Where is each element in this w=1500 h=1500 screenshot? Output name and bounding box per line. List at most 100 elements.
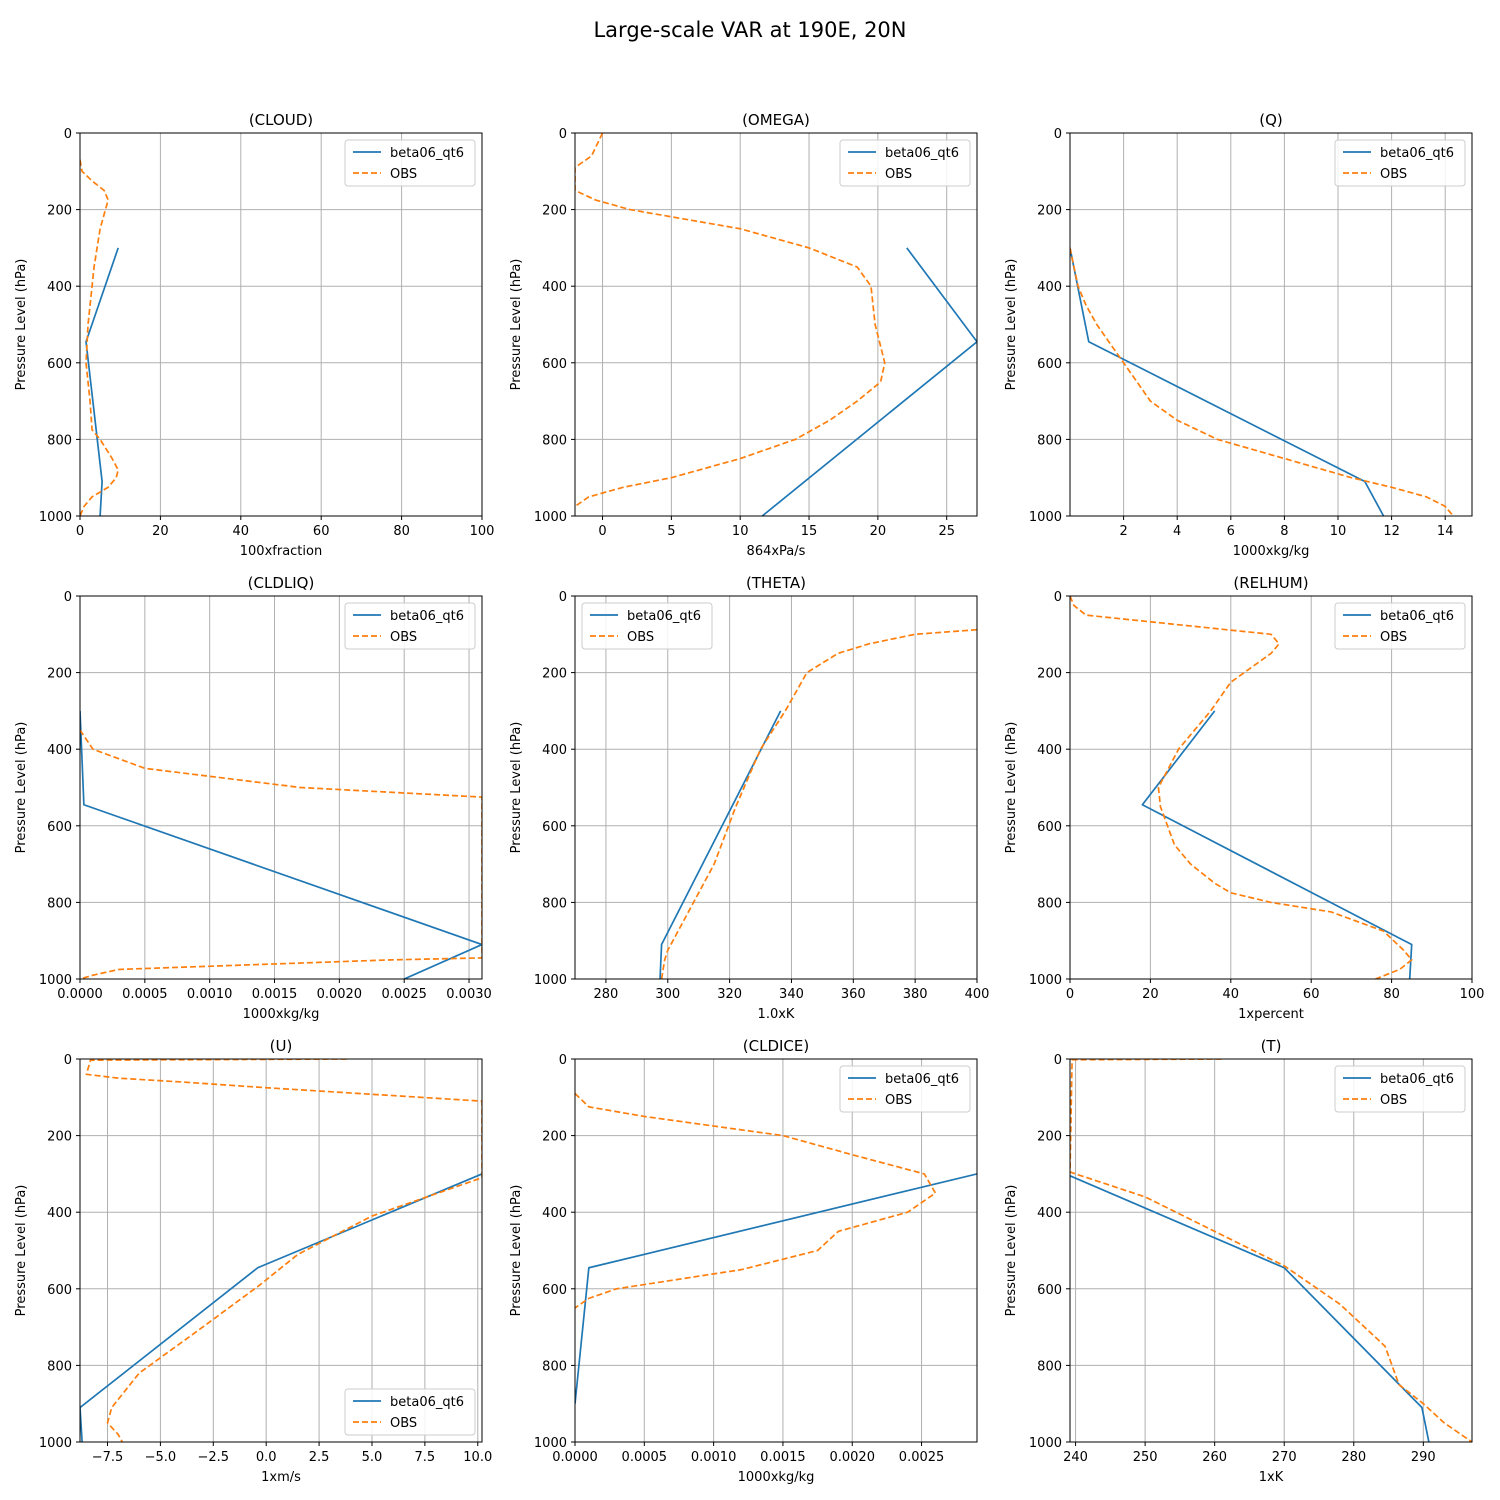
y-tick-label: 1000 — [39, 1436, 72, 1451]
obs-line — [80, 159, 120, 516]
y-tick-label: 800 — [1037, 896, 1062, 911]
y-tick-label: 800 — [47, 896, 72, 911]
legend: beta06_qt6 OBS — [344, 1388, 476, 1436]
legend-label: beta06_qt6 — [1380, 146, 1454, 161]
x-tick-label: 7.5 — [415, 1450, 436, 1465]
panel: −7.5 −5.0 −2.5 0.0 2.5 5.0 7.5 10.0 0 200 400 600 80… — [14, 1037, 492, 1485]
y-tick-label: 1000 — [534, 1436, 567, 1451]
y-tick-label: 800 — [1037, 433, 1062, 448]
x-tick-label: 320 — [717, 987, 742, 1002]
model-line — [80, 1173, 482, 1442]
panel-title: (CLDLIQ) — [248, 574, 315, 592]
x-tick-label: 270 — [1272, 1450, 1297, 1465]
x-tick-label: 290 — [1411, 1450, 1436, 1465]
x-tick-label: 20 — [1142, 987, 1159, 1002]
y-tick-label: 600 — [542, 357, 567, 372]
y-tick-label: 400 — [542, 743, 567, 758]
y-tick-label: 0 — [559, 590, 567, 605]
y-tick-label: 400 — [1037, 1206, 1062, 1221]
axes-frame — [1069, 595, 1473, 980]
x-tick-label: 380 — [903, 987, 928, 1002]
legend-label: beta06_qt6 — [885, 1072, 959, 1087]
x-tick-label: 15 — [801, 524, 818, 539]
legend: beta06_qt6 OBS — [344, 602, 476, 650]
panel: 240 250 260 270 280 290 0 200 400 600 800 1000 (T) 1x… — [1004, 1037, 1473, 1485]
panel-title: (CLOUD) — [249, 111, 313, 129]
panel: 0 20 40 60 80 10002004006008001000(RELHUM)1xp… — [1004, 574, 1484, 1022]
series-group — [1070, 596, 1413, 979]
x-tick-label: 0 — [598, 524, 606, 539]
x-tick-label: 0.0020 — [829, 1450, 875, 1465]
y-tick-label: 1000 — [534, 510, 567, 525]
legend-label: OBS — [390, 167, 417, 182]
x-tick-label: 280 — [1341, 1450, 1366, 1465]
x-axis-label: 1000xkg/kg — [243, 1007, 320, 1022]
panel-title: (OMEGA) — [742, 111, 810, 129]
y-tick-label: 0 — [1054, 127, 1062, 142]
panel: 0.0000 0.0005 0.0010 0.0015 0.0020 0.0025 0 200… — [509, 1037, 978, 1485]
obs-line — [80, 729, 482, 979]
x-tick-label: 100 — [470, 524, 495, 539]
series-group — [80, 159, 120, 516]
y-tick-label: 1000 — [534, 973, 567, 988]
panel: 0 20 40 60 80 10002004006008001000(CLOUD)100x… — [14, 111, 494, 559]
x-tick-label: 0.0015 — [252, 987, 298, 1002]
axes-frame — [79, 132, 483, 517]
plot-area — [80, 133, 482, 516]
x-tick-label: 40 — [1223, 987, 1240, 1002]
x-tick-label: 25 — [938, 524, 955, 539]
axes-frame — [1069, 1058, 1473, 1443]
y-tick-label: 400 — [1037, 280, 1062, 295]
y-tick-label: 1000 — [39, 973, 72, 988]
plot-area — [575, 596, 977, 979]
y-tick-label: 800 — [1037, 1359, 1062, 1374]
legend-label: beta06_qt6 — [1380, 1072, 1454, 1087]
x-tick-label: 12 — [1383, 524, 1400, 539]
panel-title: (CLDICE) — [743, 1037, 809, 1055]
y-axis-label: Pressure Level (hPa) — [1004, 722, 1019, 854]
legend-label: OBS — [1380, 1093, 1407, 1108]
x-axis-label: 1.0xK — [758, 1007, 795, 1022]
y-tick-label: 400 — [542, 1206, 567, 1221]
x-tick-label: 0 — [76, 524, 84, 539]
series-group — [1070, 247, 1454, 516]
y-tick-label: 800 — [47, 1359, 72, 1374]
y-tick-label: 200 — [1037, 1130, 1062, 1145]
x-axis-label: 100xfraction — [240, 544, 322, 559]
legend: beta06_qt6 OBS — [581, 602, 713, 650]
model-line — [85, 247, 119, 516]
series-group — [80, 1059, 482, 1442]
x-tick-label: 0.0005 — [622, 1450, 668, 1465]
panel-title: (Q) — [1259, 111, 1283, 129]
x-tick-label: 80 — [1383, 987, 1400, 1002]
obs-line — [1070, 1059, 1472, 1442]
model-line — [1070, 1175, 1430, 1442]
model-line — [1070, 247, 1385, 516]
x-tick-label: 5.0 — [362, 1450, 383, 1465]
y-tick-label: 1000 — [1029, 973, 1062, 988]
x-tick-label: 0.0030 — [446, 987, 492, 1002]
legend-label: OBS — [885, 1093, 912, 1108]
obs-line — [575, 133, 886, 508]
x-tick-label: 0.0000 — [552, 1450, 598, 1465]
obs-line — [85, 1059, 482, 1442]
axes-frame — [79, 1058, 483, 1443]
x-tick-label: 0.0025 — [899, 1450, 945, 1465]
x-tick-label: 260 — [1202, 1450, 1227, 1465]
y-tick-label: 200 — [47, 1130, 72, 1145]
x-tick-label: 0.0020 — [317, 987, 363, 1002]
y-tick-label: 200 — [47, 204, 72, 219]
y-tick-label: 0 — [64, 1053, 72, 1068]
obs-line — [1070, 596, 1413, 979]
y-tick-label: 600 — [47, 1283, 72, 1298]
legend: beta06_qt6 OBS — [1334, 1065, 1466, 1113]
legend-label: beta06_qt6 — [1380, 609, 1454, 624]
legend-label: beta06_qt6 — [390, 146, 464, 161]
plot-area — [1070, 133, 1472, 516]
y-tick-label: 0 — [64, 127, 72, 142]
x-tick-label: 10 — [732, 524, 749, 539]
x-tick-label: 280 — [594, 987, 619, 1002]
panel-title: (T) — [1261, 1037, 1282, 1055]
y-tick-label: 200 — [1037, 204, 1062, 219]
plot-area — [575, 133, 977, 516]
